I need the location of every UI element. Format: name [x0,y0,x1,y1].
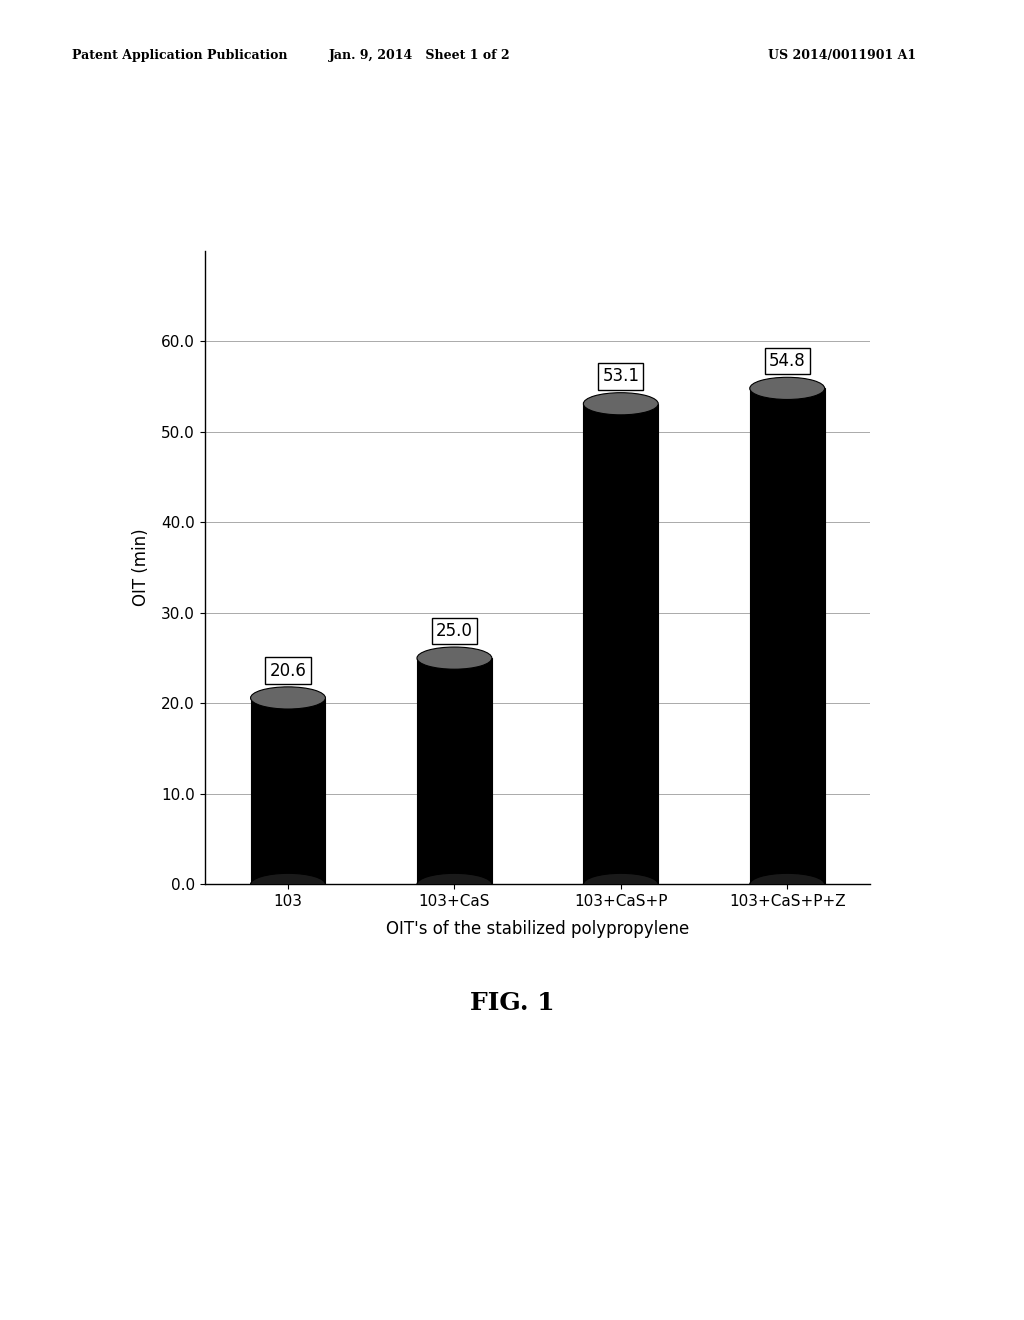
Ellipse shape [417,647,492,669]
Ellipse shape [750,378,824,400]
Bar [750,388,824,884]
Bar [584,404,658,884]
X-axis label: OIT's of the stabilized polypropylene: OIT's of the stabilized polypropylene [386,920,689,939]
Ellipse shape [417,874,492,895]
Ellipse shape [251,874,326,895]
Ellipse shape [584,392,658,414]
Ellipse shape [251,686,326,709]
Text: 20.6: 20.6 [269,661,306,680]
Bar [251,698,326,884]
Text: Jan. 9, 2014   Sheet 1 of 2: Jan. 9, 2014 Sheet 1 of 2 [329,49,511,62]
Text: Patent Application Publication: Patent Application Publication [72,49,287,62]
Text: 25.0: 25.0 [436,622,473,640]
Ellipse shape [750,874,824,895]
Text: 54.8: 54.8 [769,352,806,370]
Text: FIG. 1: FIG. 1 [470,991,554,1015]
Y-axis label: OIT (min): OIT (min) [132,529,151,606]
Text: 53.1: 53.1 [602,367,639,385]
Ellipse shape [584,874,658,895]
Text: US 2014/0011901 A1: US 2014/0011901 A1 [768,49,916,62]
Bar [417,659,492,884]
